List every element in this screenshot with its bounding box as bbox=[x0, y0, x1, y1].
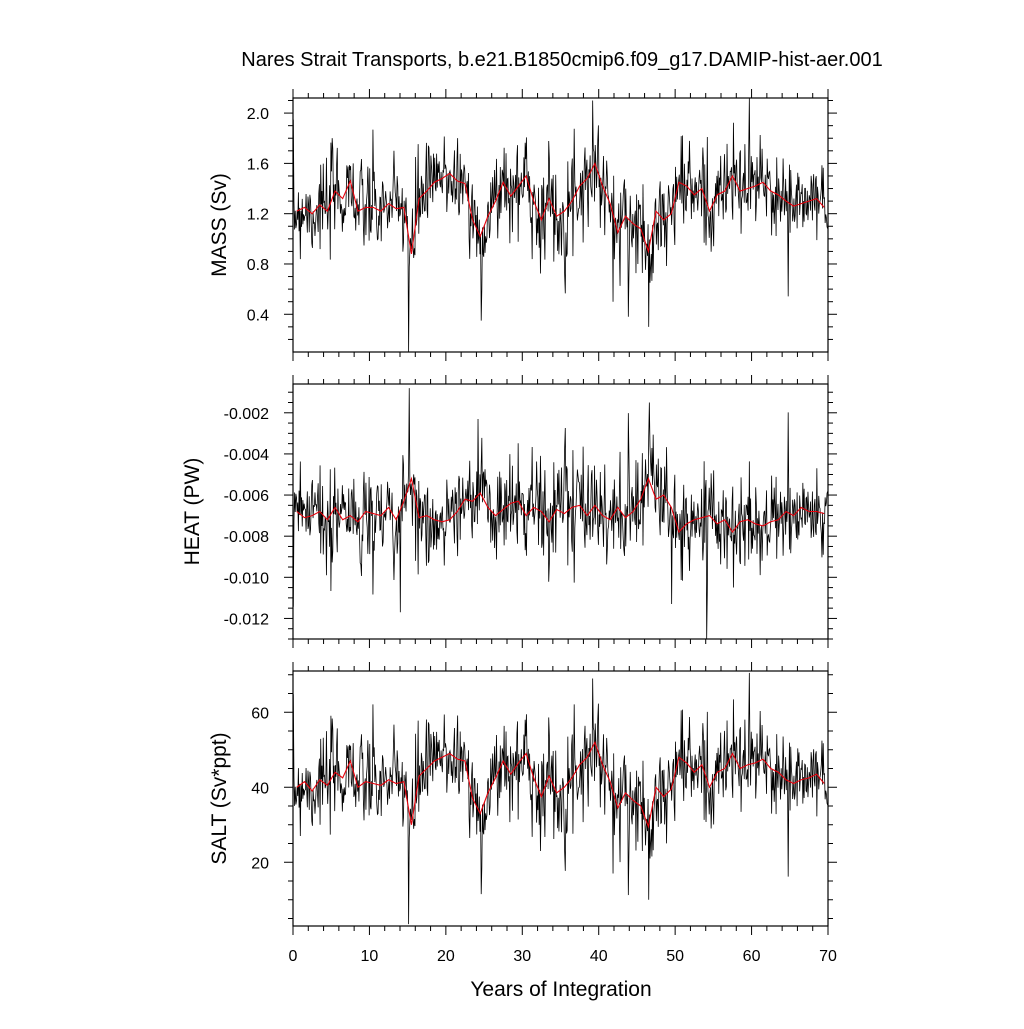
y-tick-label: 0.8 bbox=[247, 257, 269, 274]
panel-salt: 60 40 20 SALT (Sv*ppt) 0 10 20 30 40 50 60 70 bbox=[208, 662, 837, 965]
y-tick-label: 60 bbox=[251, 705, 269, 722]
x-tick-label: 40 bbox=[590, 948, 608, 965]
x-tick-label: 20 bbox=[437, 948, 455, 965]
y-axis-label: MASS (Sv) bbox=[208, 173, 231, 277]
monthly-series-line bbox=[292, 672, 829, 925]
panel-heat: -0.002 -0.004 -0.006 -0.008 -0.010 -0.012 HEAT… bbox=[181, 375, 837, 648]
annual-mean-line bbox=[296, 740, 825, 829]
y-tick-label: -0.002 bbox=[224, 406, 269, 423]
y-tick-label: 0.4 bbox=[247, 307, 269, 324]
chart-title: Nares Strait Transports, b.e21.B1850cmip… bbox=[241, 49, 882, 71]
plot-frame bbox=[292, 670, 829, 927]
y-tick-label: -0.008 bbox=[224, 529, 269, 546]
y-tick-label: 2.0 bbox=[247, 106, 269, 123]
x-tick-label: 60 bbox=[743, 948, 761, 965]
y-tick-label: 1.2 bbox=[247, 207, 269, 224]
x-tick-label: 10 bbox=[361, 948, 379, 965]
y-tick-label: 20 bbox=[251, 855, 269, 872]
x-tick-label: 50 bbox=[666, 948, 684, 965]
monthly-series-line bbox=[292, 388, 829, 640]
x-tick-label: 0 bbox=[289, 948, 298, 965]
y-tick-label: 1.6 bbox=[247, 156, 269, 173]
x-tick-label: 30 bbox=[513, 948, 531, 965]
y-tick-label: -0.012 bbox=[224, 611, 269, 628]
x-axis-label: Years of Integration bbox=[470, 978, 651, 1001]
monthly-series-line bbox=[292, 97, 829, 353]
panel-mass: 2.0 1.6 1.2 0.8 0.4 MASS (Sv) bbox=[208, 89, 837, 361]
y-tick-label: -0.006 bbox=[224, 488, 269, 505]
annual-mean-line bbox=[296, 476, 825, 534]
annual-mean-line bbox=[296, 161, 825, 255]
plot-frame bbox=[292, 97, 829, 353]
plot-frame bbox=[292, 383, 829, 640]
x-tick-label: 70 bbox=[819, 948, 837, 965]
y-axis-label: HEAT (PW) bbox=[181, 458, 204, 566]
y-axis-label: SALT (Sv*ppt) bbox=[208, 732, 231, 864]
y-tick-label: -0.004 bbox=[224, 447, 269, 464]
y-tick-label: -0.010 bbox=[224, 570, 269, 587]
y-tick-label: 40 bbox=[251, 780, 269, 797]
